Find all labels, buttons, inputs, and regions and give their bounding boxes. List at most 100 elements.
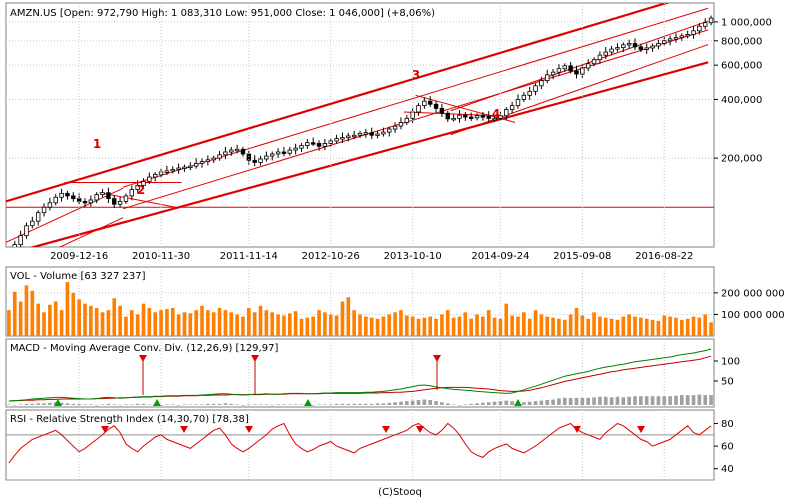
volume-bar [510, 315, 514, 336]
volume-bar [481, 316, 485, 336]
candle [650, 45, 655, 49]
candle [299, 145, 304, 149]
candle [18, 235, 23, 246]
candle [65, 192, 70, 197]
y-tick-label: 200,000 [721, 154, 762, 165]
volume-bar [153, 312, 158, 336]
macd-histogram-bar [176, 405, 181, 406]
candle [515, 99, 521, 106]
volume-bar [533, 310, 538, 336]
macd-histogram-bar [247, 404, 251, 405]
candle [381, 131, 386, 135]
macd-histogram-bar [656, 396, 661, 405]
candle [123, 195, 129, 202]
macd-histogram-bar [457, 405, 462, 406]
macd-histogram-bar [59, 402, 64, 405]
macd-histogram-bar [703, 395, 708, 405]
volume-bar [293, 311, 298, 336]
macd-histogram-bar [539, 400, 544, 405]
y-tick-label: 400,000 [721, 95, 762, 106]
macd-histogram-bar [592, 397, 596, 405]
candle [504, 109, 509, 117]
trend-line [122, 29, 709, 210]
volume-bar [59, 310, 64, 336]
volume-bar [609, 318, 614, 336]
macd-histogram-bar [83, 404, 87, 405]
rsi-title: RSI - Relative Strength Index (14,30,70)… [10, 414, 249, 425]
pattern-label-4: 4 [492, 107, 500, 121]
macd-histogram-bar [217, 403, 222, 405]
candle [47, 202, 53, 208]
volume-bar [428, 316, 433, 336]
candle [351, 134, 357, 138]
candle [615, 47, 620, 50]
volume-bar [393, 312, 397, 336]
candle [35, 212, 41, 222]
volume-bar [369, 317, 374, 336]
macd-histogram-bar [504, 400, 509, 405]
macd-histogram-bar [18, 404, 23, 405]
macd-histogram-bar [323, 404, 327, 405]
candle [433, 103, 439, 109]
macd-histogram-bar [551, 399, 555, 405]
candle [691, 30, 696, 35]
macd-histogram-bar [680, 395, 684, 405]
candle [685, 34, 690, 37]
volume-title: VOL - Volume [63 327 237] [10, 271, 146, 282]
macd-histogram-bar [375, 403, 380, 405]
macd-histogram-bar [65, 403, 70, 405]
candle [310, 142, 316, 145]
candle [223, 151, 228, 156]
candle [697, 25, 702, 32]
macd-buy-marker [153, 399, 161, 406]
candle [258, 158, 263, 163]
macd-histogram-bar [147, 404, 152, 405]
x-tick-label: 2013-10-10 [384, 251, 442, 262]
macd-histogram-bar [311, 405, 316, 406]
macd-histogram-bar [393, 402, 397, 405]
candle [474, 115, 480, 119]
candle [12, 244, 17, 247]
volume-bar [94, 307, 99, 336]
macd-histogram-bar [580, 397, 585, 405]
candle [375, 133, 380, 136]
candle [597, 54, 603, 61]
pattern-label-1: 1 [93, 137, 101, 151]
macd-histogram-bar [598, 396, 602, 405]
volume-bar [217, 307, 222, 336]
candle [632, 43, 638, 48]
macd-histogram-bar [615, 396, 620, 405]
macd-histogram-bar [12, 405, 17, 406]
macd-histogram-bar [358, 403, 362, 405]
y-tick-label: 100 [721, 357, 740, 368]
macd-histogram-bar [7, 404, 11, 405]
candle [287, 149, 292, 154]
macd-histogram-bar [422, 399, 427, 405]
macd-histogram-bar [639, 396, 643, 405]
x-tick-label: 2014-09-24 [471, 251, 529, 262]
volume-bar [662, 315, 667, 336]
footer-copyright: (C)Stooq [378, 487, 422, 498]
y-tick-label: 1 000,000 [721, 17, 772, 28]
macd-histogram-bar [481, 402, 485, 405]
candle [41, 206, 47, 214]
macd-histogram-bar [100, 404, 105, 405]
y-tick-label: 200 000 000 [721, 288, 785, 299]
candle [129, 189, 135, 197]
volume-bar [42, 312, 46, 336]
rsi-overbought-marker [382, 426, 390, 433]
candle [135, 184, 140, 190]
volume-bar [100, 312, 105, 336]
volume-bar [112, 298, 117, 336]
candle [673, 37, 679, 40]
volume-bar [527, 318, 532, 336]
y-tick-label: 800,000 [721, 36, 762, 47]
macd-histogram-bar [334, 403, 339, 405]
volume-bar [422, 317, 427, 336]
macd-histogram-bar [609, 397, 614, 405]
macd-histogram-bar [621, 397, 626, 405]
macd-histogram-bar [451, 404, 456, 405]
candle [346, 135, 351, 138]
candle [445, 112, 450, 120]
volume-bar [410, 316, 415, 336]
